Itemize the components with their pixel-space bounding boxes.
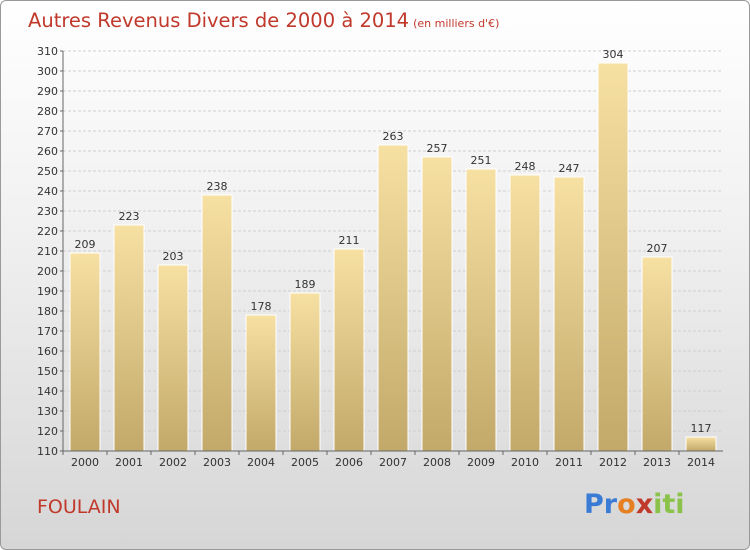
logo-letter: t bbox=[662, 489, 676, 520]
value-label: 223 bbox=[119, 210, 140, 223]
value-label: 207 bbox=[647, 242, 668, 255]
y-tick-label: 180 bbox=[37, 305, 58, 318]
x-tick-label: 2009 bbox=[467, 456, 495, 469]
y-tick-label: 240 bbox=[37, 185, 58, 198]
bar-2008 bbox=[421, 156, 453, 452]
y-tick-label: 220 bbox=[37, 225, 58, 238]
y-tick-label: 150 bbox=[37, 365, 58, 378]
value-label: 251 bbox=[471, 154, 492, 167]
bar-2013 bbox=[641, 256, 673, 452]
y-tick-label: 210 bbox=[37, 245, 58, 258]
x-tick-label: 2014 bbox=[687, 456, 715, 469]
y-tick-label: 140 bbox=[37, 385, 58, 398]
chart-title: Autres Revenus Divers de 2000 à 2014 (en … bbox=[28, 9, 499, 32]
bar-2007 bbox=[377, 144, 409, 452]
logo-letter: i bbox=[675, 489, 685, 520]
bar-2001 bbox=[113, 224, 145, 452]
x-tick-label: 2008 bbox=[423, 456, 451, 469]
value-labels: 209 223 203 238 178 189 211 263 257 251 248 247 304 2… bbox=[75, 48, 712, 435]
chart-subtitle: (en milliers d'€) bbox=[413, 17, 500, 30]
logo-letter: x bbox=[635, 489, 654, 520]
y-tick-label: 170 bbox=[37, 325, 58, 338]
bar-2004 bbox=[245, 314, 277, 452]
bars bbox=[69, 62, 717, 452]
value-label: 117 bbox=[691, 422, 712, 435]
value-label: 189 bbox=[295, 278, 316, 291]
y-tick-label: 270 bbox=[37, 125, 58, 138]
y-tick-label: 190 bbox=[37, 285, 58, 298]
y-tick-label: 310 bbox=[37, 45, 58, 58]
value-label: 238 bbox=[207, 180, 228, 193]
bar-2002 bbox=[157, 264, 189, 452]
value-label: 263 bbox=[383, 130, 404, 143]
x-tick-label: 2010 bbox=[511, 456, 539, 469]
x-tick-label: 2002 bbox=[159, 456, 187, 469]
y-tick-label: 280 bbox=[37, 105, 58, 118]
x-tick-label: 2001 bbox=[115, 456, 143, 469]
bar-2014 bbox=[685, 436, 717, 452]
value-label: 178 bbox=[251, 300, 272, 313]
y-tick-label: 230 bbox=[37, 205, 58, 218]
y-tick-label: 120 bbox=[37, 425, 58, 438]
commune-name: FOULAIN bbox=[37, 496, 121, 518]
bar-2000 bbox=[69, 252, 101, 452]
axes bbox=[62, 51, 723, 452]
value-label: 203 bbox=[163, 250, 184, 263]
bar-2005 bbox=[289, 292, 321, 452]
logo-letter: i bbox=[653, 489, 663, 520]
x-axis-ticks: 2000 2001 2002 2003 2004 2005 2006 2007 2008 2009… bbox=[62, 451, 715, 469]
y-tick-label: 130 bbox=[37, 405, 58, 418]
value-label: 304 bbox=[603, 48, 624, 61]
value-label: 257 bbox=[427, 142, 448, 155]
y-tick-label: 300 bbox=[37, 65, 58, 78]
x-tick-label: 2006 bbox=[335, 456, 363, 469]
x-tick-label: 2007 bbox=[379, 456, 407, 469]
bar-2003 bbox=[201, 194, 233, 452]
y-tick-label: 290 bbox=[37, 85, 58, 98]
y-tick-label: 110 bbox=[37, 445, 58, 458]
value-label: 211 bbox=[339, 234, 360, 247]
y-tick-label: 160 bbox=[37, 345, 58, 358]
x-tick-label: 2005 bbox=[291, 456, 319, 469]
x-tick-label: 2013 bbox=[643, 456, 671, 469]
x-tick-label: 2012 bbox=[599, 456, 627, 469]
value-label: 209 bbox=[75, 238, 96, 251]
bar-2006 bbox=[333, 248, 365, 452]
bar-2010 bbox=[509, 174, 541, 452]
y-tick-label: 260 bbox=[37, 145, 58, 158]
bar-2009 bbox=[465, 168, 497, 452]
value-label: 247 bbox=[559, 162, 580, 175]
y-tick-label: 200 bbox=[37, 265, 58, 278]
value-label: 248 bbox=[515, 160, 536, 173]
logo-letter: r bbox=[603, 489, 618, 520]
logo-letter: P bbox=[584, 489, 604, 520]
x-tick-label: 2011 bbox=[555, 456, 583, 469]
y-tick-label: 250 bbox=[37, 165, 58, 178]
y-axis-ticks: 110 120 130 140 150 160 170 180 190 200 210 220 230 2… bbox=[37, 45, 63, 458]
chart-title-main: Autres Revenus Divers de 2000 à 2014 bbox=[28, 9, 410, 32]
x-tick-label: 2000 bbox=[71, 456, 99, 469]
x-tick-label: 2004 bbox=[247, 456, 275, 469]
x-tick-label: 2003 bbox=[203, 456, 231, 469]
bar-2012 bbox=[597, 62, 629, 452]
bar-2011 bbox=[553, 176, 585, 452]
proxiti-logo: Proxiti bbox=[584, 489, 685, 520]
logo-letter: o bbox=[617, 489, 636, 520]
